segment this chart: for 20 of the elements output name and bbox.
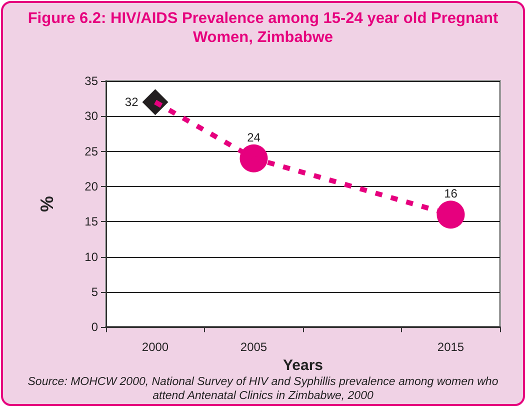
chart-title: Figure 6.2: HIV/AIDS Prevalence among 15-24 year old Pregnant Women, Zimbabwe <box>26 9 500 47</box>
point <box>436 200 465 229</box>
y-tick-label: 15 <box>84 214 98 229</box>
y-tick-label: 5 <box>91 284 98 299</box>
x-tick-label: 2015 <box>437 340 464 354</box>
y-tick-label: 20 <box>84 179 98 194</box>
y-tick-label: 10 <box>84 250 98 264</box>
data-label: 32 <box>124 95 139 110</box>
x-axis-title: Years <box>282 357 324 374</box>
data-label: 16 <box>444 186 458 201</box>
data-label: 24 <box>247 130 261 144</box>
y-axis-title: % <box>37 196 57 212</box>
x-tick-label: 2005 <box>240 340 268 354</box>
y-tick-label: 30 <box>84 109 98 124</box>
x-tick-label: 2000 <box>142 340 169 354</box>
y-tick-label: 35 <box>84 74 98 88</box>
source-note: Source: MOHCW 2000, National Survey of HIV and Syphillis prevalence among women who attend Antenatal Clinics in Zimbabwe, 2000 <box>26 375 500 403</box>
y-tick-label: 25 <box>84 144 98 158</box>
point <box>240 144 268 172</box>
y-tick-label: 0 <box>91 320 98 334</box>
